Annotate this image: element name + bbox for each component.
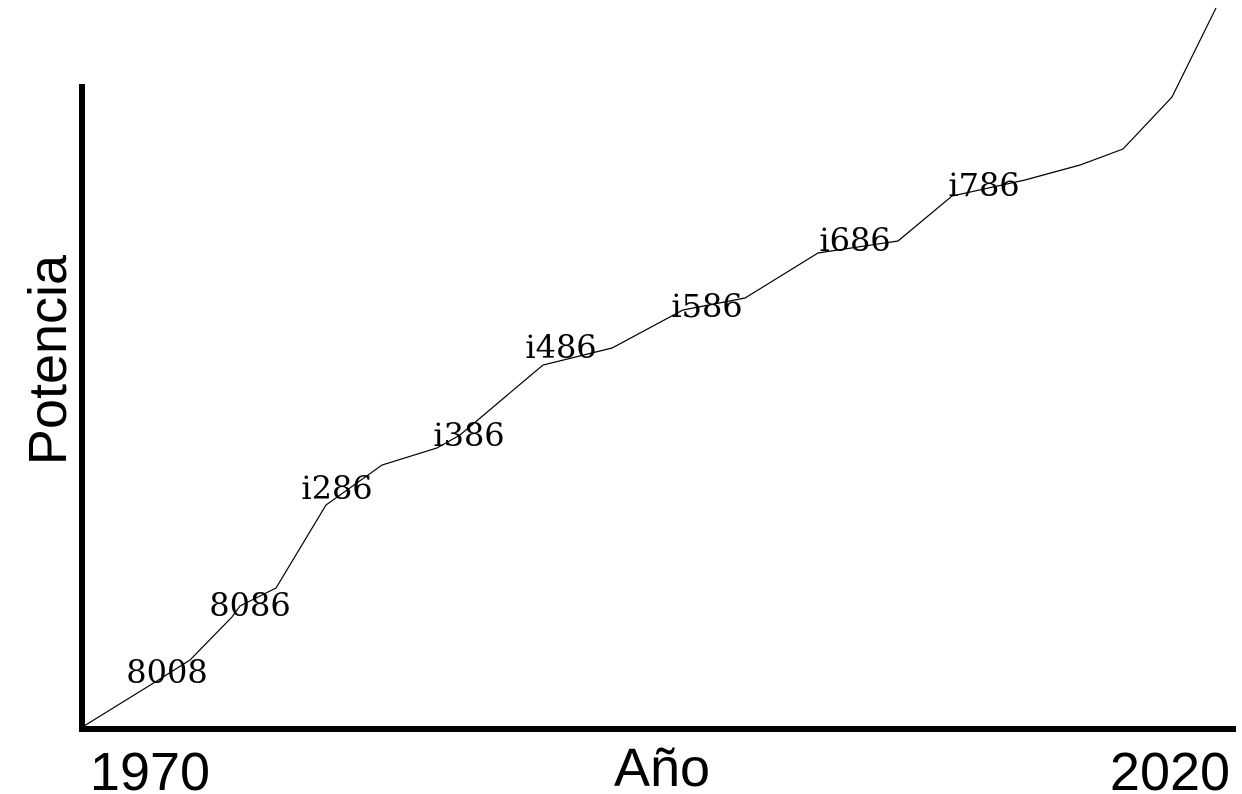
point-label-i786: i786 — [948, 166, 1019, 204]
series-line — [83, 7, 1217, 727]
x-tick-label-start: 1970 — [90, 742, 210, 794]
point-label-i586: i586 — [671, 287, 742, 325]
point-label-i486: i486 — [525, 328, 596, 366]
x-tick-label-end: 2020 — [1110, 742, 1230, 794]
point-label-i386: i386 — [433, 416, 504, 454]
x-axis-title: Año — [614, 738, 710, 794]
point-label-i686: i686 — [819, 221, 890, 259]
point-label-8008: 8008 — [126, 653, 207, 691]
y-axis-title: Potencia — [18, 254, 78, 465]
point-label-i286: i286 — [301, 469, 372, 507]
point-label-8086: 8086 — [209, 586, 290, 624]
